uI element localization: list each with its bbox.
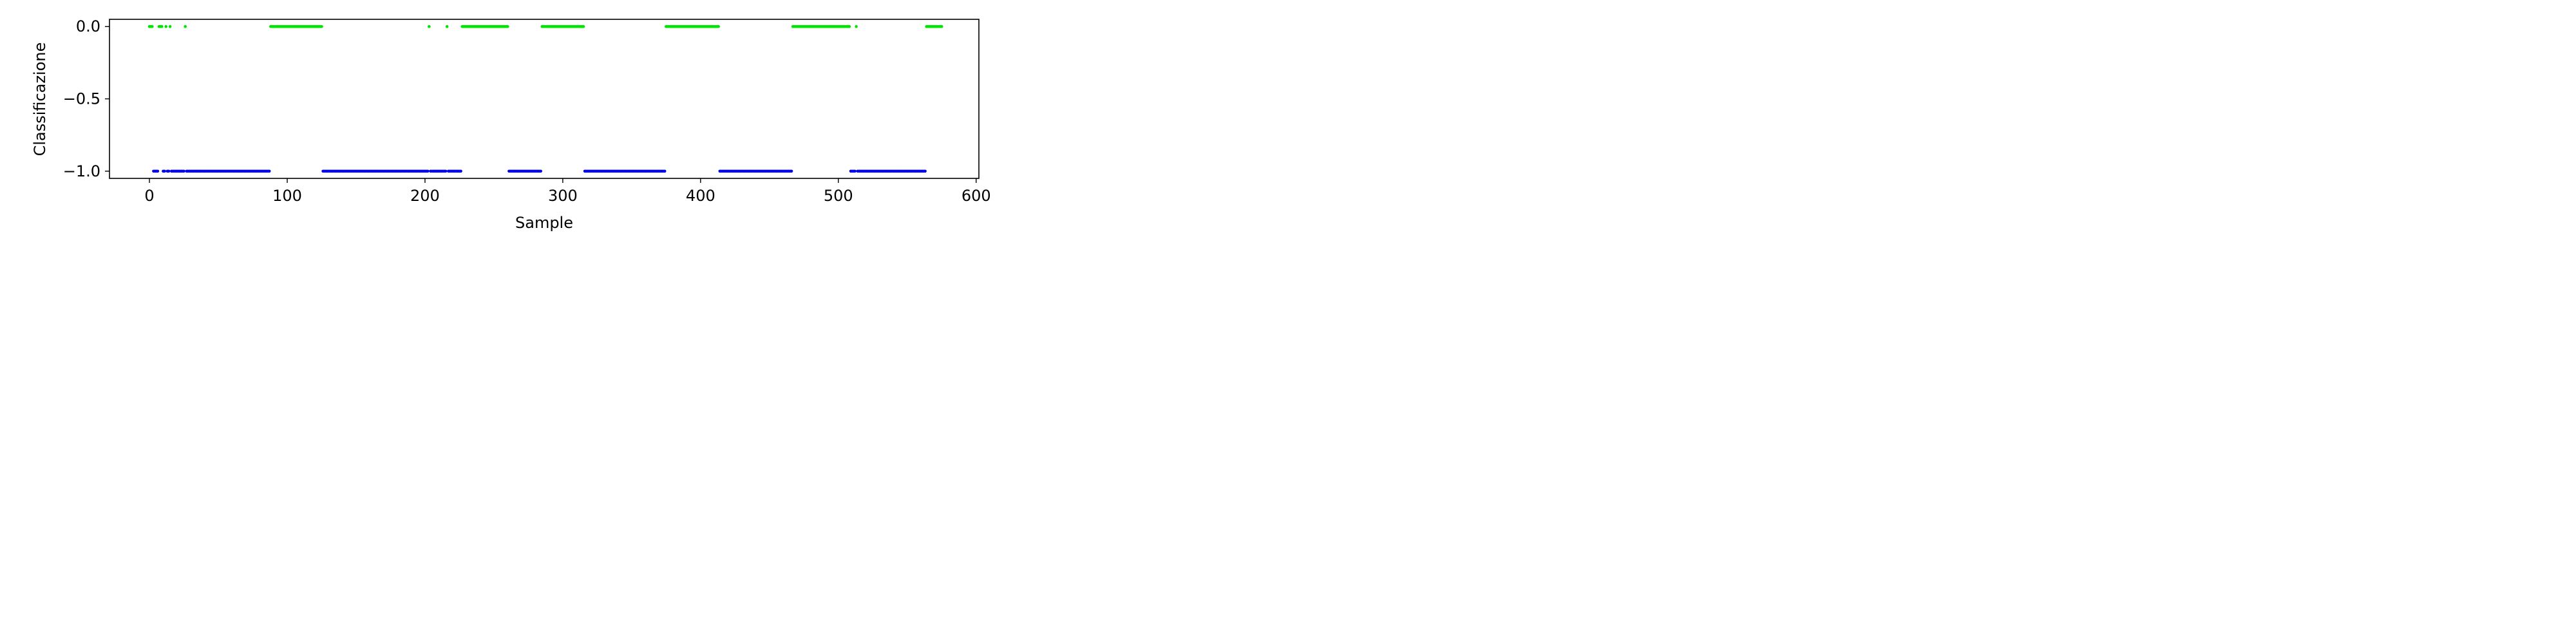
x-tick-label: 100 <box>272 187 302 205</box>
x-tick-label: 400 <box>686 187 715 205</box>
x-tick-label: 200 <box>410 187 440 205</box>
data-point-class-0 <box>940 24 943 28</box>
data-point-class-neg1 <box>923 169 927 173</box>
data-point-class-neg1 <box>182 169 185 173</box>
figure-background <box>0 0 1007 252</box>
data-point-class-0 <box>320 24 323 28</box>
y-axis-ticks: 0.0 −0.5 −1.0 <box>63 17 109 180</box>
data-point-class-0 <box>582 24 585 28</box>
data-point-class-0 <box>168 24 172 28</box>
data-point-class-0 <box>506 24 509 28</box>
data-point-class-0 <box>184 24 187 28</box>
data-point-class-neg1 <box>444 169 448 173</box>
x-tick-label: 300 <box>548 187 578 205</box>
data-point-class-neg1 <box>167 169 171 173</box>
x-tick-label: 0 <box>144 187 154 205</box>
data-point-class-0 <box>717 24 720 28</box>
y-axis-label: Classificazione <box>31 43 49 156</box>
data-point-class-0 <box>160 24 164 28</box>
data-point-class-neg1 <box>790 169 793 173</box>
y-tick-label: −0.5 <box>63 90 100 108</box>
data-point-class-0 <box>855 24 858 28</box>
y-tick-label: −1.0 <box>63 162 100 180</box>
data-point-class-0 <box>848 24 851 28</box>
y-tick-label: 0.0 <box>76 17 100 35</box>
x-tick-label: 600 <box>961 187 991 205</box>
x-axis-label: Sample <box>515 214 573 232</box>
data-point-class-neg1 <box>459 169 462 173</box>
data-point-class-neg1 <box>663 169 667 173</box>
data-point-class-neg1 <box>267 169 271 173</box>
data-point-class-0 <box>164 24 168 28</box>
x-axis-ticks: 0 100 200 300 400 500 600 <box>144 178 991 205</box>
x-tick-label: 500 <box>824 187 853 205</box>
chart: 0 100 200 300 400 500 600 0.0 −0.5 −1.0 Sample C… <box>0 0 1007 252</box>
data-point-class-neg1 <box>539 169 542 173</box>
data-point-class-neg1 <box>853 169 857 173</box>
data-point-class-neg1 <box>156 169 160 173</box>
data-point-class-neg1 <box>426 169 430 173</box>
data-points <box>147 24 943 173</box>
data-point-class-0 <box>428 24 431 28</box>
data-point-class-neg1 <box>163 169 166 173</box>
data-point-class-0 <box>151 24 154 28</box>
data-point-class-0 <box>445 24 449 28</box>
